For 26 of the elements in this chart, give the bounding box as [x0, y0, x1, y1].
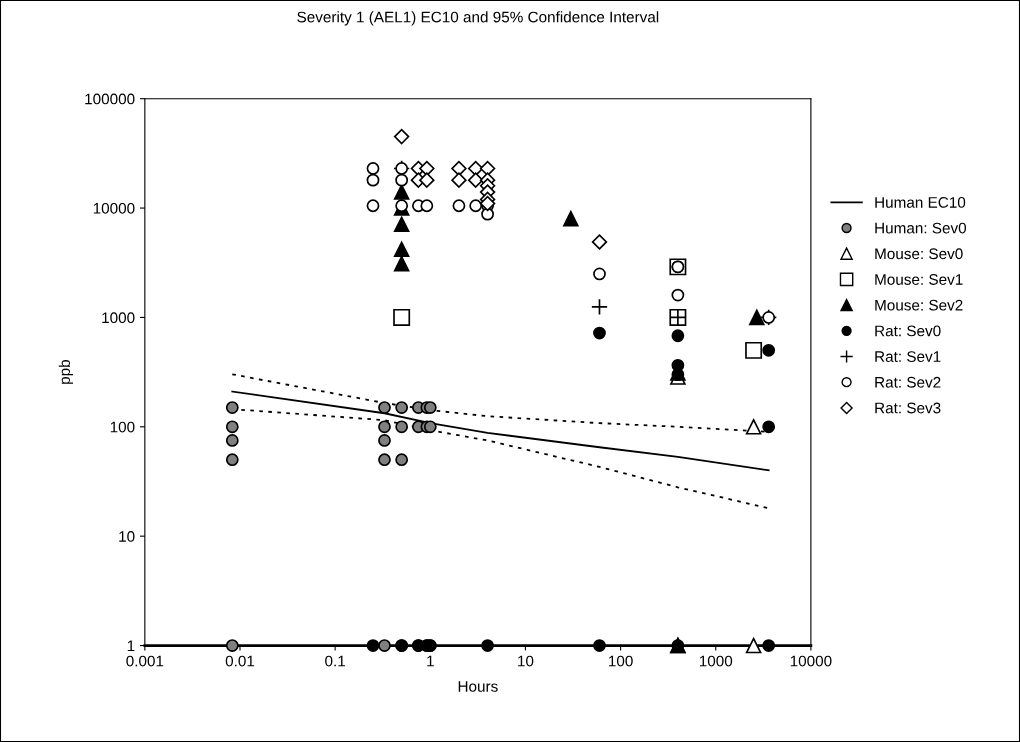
x-tick-label: 0.001 — [126, 655, 164, 667]
legend-label: Human: Sev0 — [875, 222, 967, 234]
x-tick-label: 1 — [427, 655, 434, 667]
legend-label: Rat: Sev0 — [875, 325, 941, 337]
y-tick-label: 100 — [110, 421, 135, 433]
x-tick-label: 10000 — [790, 655, 832, 667]
x-tick-label: 1000 — [699, 655, 733, 667]
y-tick-label: 10 — [119, 531, 135, 542]
x-tick-label: 100 — [609, 655, 633, 667]
y-tick-label: 10000 — [93, 202, 135, 214]
x-axis-title: Hours — [458, 681, 498, 692]
legend-label: Rat: Sev2 — [875, 376, 941, 388]
legend-label: Mouse: Sev1 — [875, 274, 963, 285]
x-tick-label: 10 — [518, 655, 534, 667]
y-tick-label: 1 — [127, 640, 135, 652]
legend-label: Human EC10 — [875, 196, 966, 208]
y-tick-label: 1000 — [102, 312, 135, 324]
chart-title: Severity 1 (AEL1) EC10 and 95% Confidence Interval — [297, 11, 659, 26]
legend-label: Mouse: Sev0 — [875, 248, 963, 260]
x-tick-label: 0.1 — [325, 655, 346, 667]
legend-label: Rat: Sev1 — [875, 351, 941, 362]
x-tick-label: 0.01 — [225, 655, 255, 667]
y-tick-label: 100000 — [85, 93, 135, 105]
legend-label: Mouse: Sev2 — [875, 299, 963, 311]
legend-label: Rat: Sev3 — [875, 402, 941, 414]
y-axis-title: ppb — [58, 360, 74, 384]
